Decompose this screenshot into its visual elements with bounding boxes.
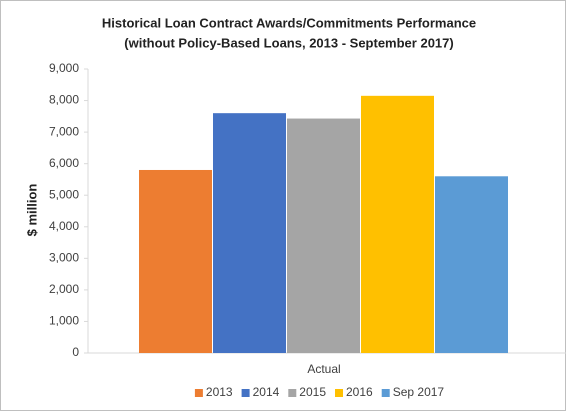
- bar: [287, 118, 360, 353]
- y-tick-label: 2,000: [49, 282, 79, 296]
- legend-label: 2015: [299, 385, 326, 399]
- y-tick-label: 9,000: [49, 61, 79, 75]
- legend-label: 2013: [206, 385, 233, 399]
- legend-swatch: [194, 389, 203, 397]
- y-tick-label: 1,000: [49, 314, 79, 328]
- y-tick-label: 5,000: [49, 187, 79, 201]
- y-tick-label: 4,000: [49, 219, 79, 233]
- legend-label: 2016: [346, 385, 373, 399]
- bar: [139, 169, 212, 353]
- bar: [361, 95, 434, 354]
- y-axis-label: $ million: [24, 184, 39, 237]
- x-tick-label: Actual: [307, 362, 340, 376]
- legend-swatch: [335, 389, 344, 397]
- legend-label: Sep 2017: [393, 385, 445, 399]
- chart-subtitle: (without Policy-Based Loans, 2013 - Sept…: [124, 35, 453, 50]
- bar: [213, 113, 286, 353]
- legend-swatch: [241, 389, 250, 397]
- legend-label: 2014: [253, 385, 280, 399]
- y-tick-label: 0: [72, 345, 79, 359]
- legend-swatch: [381, 389, 390, 397]
- legend-swatch: [288, 389, 297, 397]
- y-tick-label: 7,000: [49, 124, 79, 138]
- y-tick-label: 3,000: [49, 251, 79, 265]
- bar: [435, 176, 508, 353]
- y-tick-label: 6,000: [49, 156, 79, 170]
- y-tick-label: 8,000: [49, 93, 79, 107]
- chart-title: Historical Loan Contract Awards/Commitme…: [102, 15, 476, 30]
